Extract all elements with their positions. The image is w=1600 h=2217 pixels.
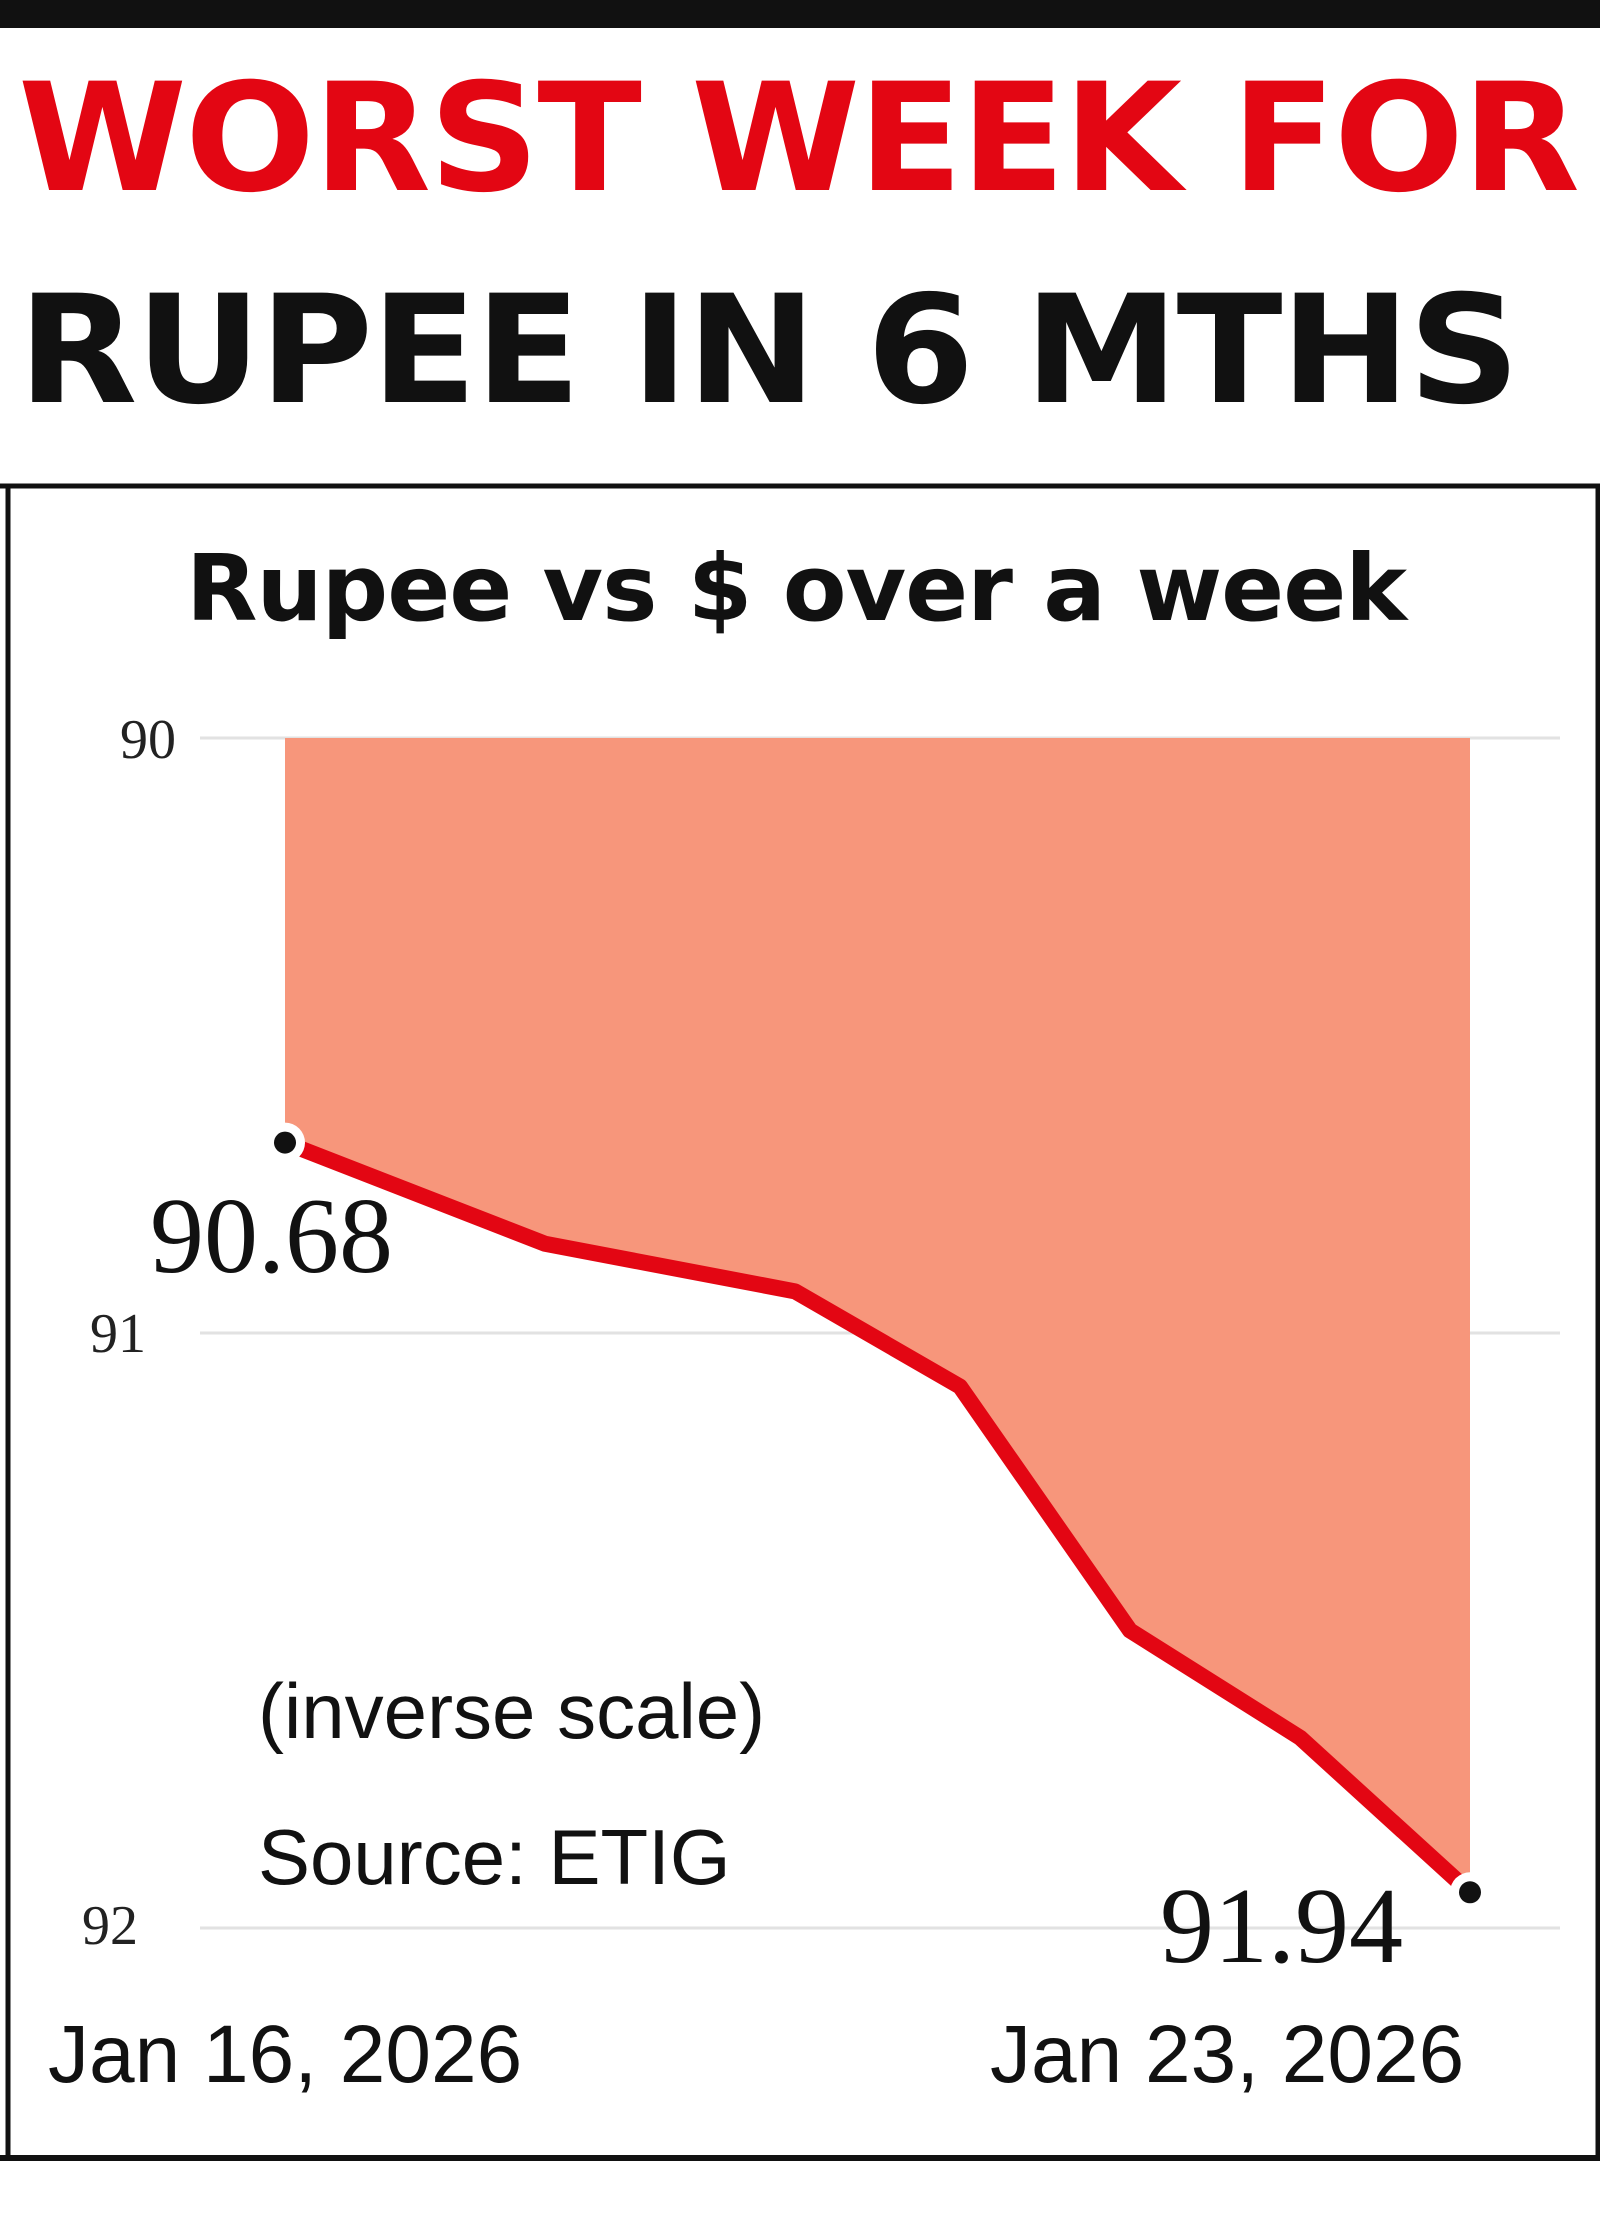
top-rule [0, 0, 1600, 28]
start-value-label: 90.68 [150, 1177, 393, 1296]
data-points [265, 1122, 1490, 1913]
x-end-label: Jan 23, 2026 [990, 2009, 1464, 2100]
y-tick-label: 92 [82, 1895, 138, 1957]
headline-line-2: RUPEE IN 6 MTHS [18, 264, 1518, 438]
scale-note: (inverse scale) [258, 1667, 765, 1755]
y-tick-label: 91 [90, 1303, 146, 1365]
area-fill [285, 738, 1470, 1893]
end-value-label: 91.94 [1160, 1867, 1403, 1986]
headline-line-1: WORST WEEK FOR [18, 52, 1578, 226]
data-point [274, 1131, 296, 1154]
series-line [277, 1134, 1478, 1901]
x-start-label: Jan 16, 2026 [48, 2009, 522, 2100]
source-label: Source: ETIG [258, 1813, 731, 1901]
y-tick-label: 90 [120, 709, 176, 771]
data-point [1459, 1881, 1481, 1904]
chart-title: Rupee vs $ over a week [186, 535, 1409, 642]
